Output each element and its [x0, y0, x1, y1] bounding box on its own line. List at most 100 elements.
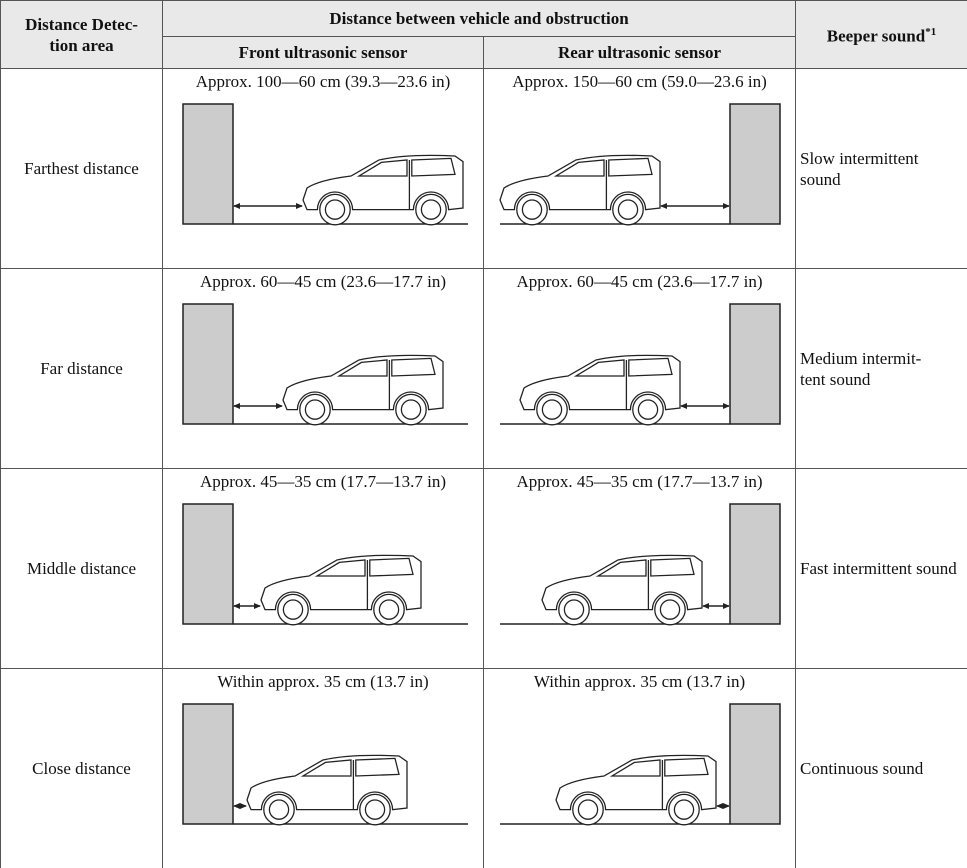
area-cell: Close distance	[1, 669, 163, 868]
header-beeper: Beeper sound*1	[796, 1, 967, 69]
rim	[542, 400, 561, 419]
arrow-head	[296, 203, 303, 209]
rim	[674, 800, 693, 819]
wall	[183, 304, 233, 424]
car-window	[608, 158, 651, 176]
arrow-head	[240, 803, 247, 809]
front-cell: Approx. 100—60 cm (39.3—23.6 in)	[163, 69, 484, 269]
area-cell: Farthest distance	[1, 69, 163, 269]
illustration	[173, 696, 473, 828]
rim	[618, 200, 637, 219]
front-cell: Approx. 60—45 cm (23.6—17.7 in)	[163, 269, 484, 469]
car-window	[412, 158, 455, 176]
rim	[325, 200, 344, 219]
rear-cell: Approx. 60—45 cm (23.6—17.7 in)	[484, 269, 796, 469]
area-cell: Middle distance	[1, 469, 163, 669]
illustration	[173, 296, 473, 428]
area-cell: Far distance	[1, 269, 163, 469]
arrow-head	[233, 203, 240, 209]
illustration	[490, 696, 790, 828]
car-window	[356, 758, 399, 776]
arrow-head	[233, 803, 240, 809]
rim	[305, 400, 324, 419]
rim	[421, 200, 440, 219]
wall	[730, 304, 780, 424]
car	[247, 755, 407, 824]
header-rear: Rear ultrasonic sensor	[484, 37, 796, 69]
arrow-head	[233, 403, 240, 409]
rear-distance: Within approx. 35 cm (13.7 in)	[488, 671, 791, 692]
arrow-head	[233, 603, 240, 609]
illustration	[490, 496, 790, 628]
header-beeper-text: Beeper sound	[827, 27, 925, 46]
front-cell: Within approx. 35 cm (13.7 in)	[163, 669, 484, 868]
illustration	[173, 96, 473, 228]
rim	[578, 800, 597, 819]
header-front: Front ultrasonic sensor	[163, 37, 484, 69]
wall	[730, 704, 780, 824]
header-group: Distance between vehicle and obstruction	[163, 1, 796, 37]
car	[542, 555, 702, 624]
arrow-head	[723, 403, 730, 409]
sound-cell: Fast intermittent sound	[796, 469, 967, 669]
illustration	[173, 496, 473, 628]
wall	[730, 104, 780, 224]
car	[500, 155, 660, 224]
arrow-head	[723, 603, 730, 609]
car	[520, 355, 680, 424]
rear-distance: Approx. 60—45 cm (23.6—17.7 in)	[488, 271, 791, 292]
rear-distance: Approx. 45—35 cm (17.7—13.7 in)	[488, 471, 791, 492]
car	[303, 155, 463, 224]
rim	[283, 600, 302, 619]
arrow-head	[702, 603, 709, 609]
wall	[183, 504, 233, 624]
front-cell: Approx. 45—35 cm (17.7—13.7 in)	[163, 469, 484, 669]
wall	[730, 504, 780, 624]
rear-cell: Approx. 150—60 cm (59.0—23.6 in)	[484, 69, 796, 269]
arrow-head	[276, 403, 283, 409]
arrow-head	[723, 203, 730, 209]
arrow-head	[660, 203, 667, 209]
car-window	[392, 358, 435, 376]
rim	[564, 600, 583, 619]
car	[261, 555, 421, 624]
car-window	[628, 358, 671, 376]
front-distance: Within approx. 35 cm (13.7 in)	[167, 671, 479, 692]
front-distance: Approx. 60—45 cm (23.6—17.7 in)	[167, 271, 479, 292]
wall	[183, 104, 233, 224]
illustration	[490, 296, 790, 428]
car-window	[370, 558, 413, 576]
sound-cell: Slow intermittent sound	[796, 69, 967, 269]
front-distance: Approx. 100—60 cm (39.3—23.6 in)	[167, 71, 479, 92]
rim	[660, 600, 679, 619]
rim	[269, 800, 288, 819]
sound-cell: Continuous sound	[796, 669, 967, 868]
rear-distance: Approx. 150—60 cm (59.0—23.6 in)	[488, 71, 791, 92]
car-window	[664, 758, 707, 776]
arrow-head	[680, 403, 687, 409]
rim	[379, 600, 398, 619]
wall	[183, 704, 233, 824]
header-area: Distance Detec- tion area	[1, 1, 163, 69]
footnote-mark: *1	[925, 26, 936, 38]
illustration	[490, 96, 790, 228]
arrow-head	[723, 803, 730, 809]
car-window	[650, 558, 693, 576]
rim	[638, 400, 657, 419]
arrow-head	[254, 603, 261, 609]
rear-cell: Within approx. 35 cm (13.7 in)	[484, 669, 796, 868]
front-distance: Approx. 45—35 cm (17.7—13.7 in)	[167, 471, 479, 492]
rim	[401, 400, 420, 419]
car	[556, 755, 716, 824]
sound-cell: Medium intermit- tent sound	[796, 269, 967, 469]
rear-cell: Approx. 45—35 cm (17.7—13.7 in)	[484, 469, 796, 669]
car	[283, 355, 443, 424]
rim	[522, 200, 541, 219]
rim	[365, 800, 384, 819]
